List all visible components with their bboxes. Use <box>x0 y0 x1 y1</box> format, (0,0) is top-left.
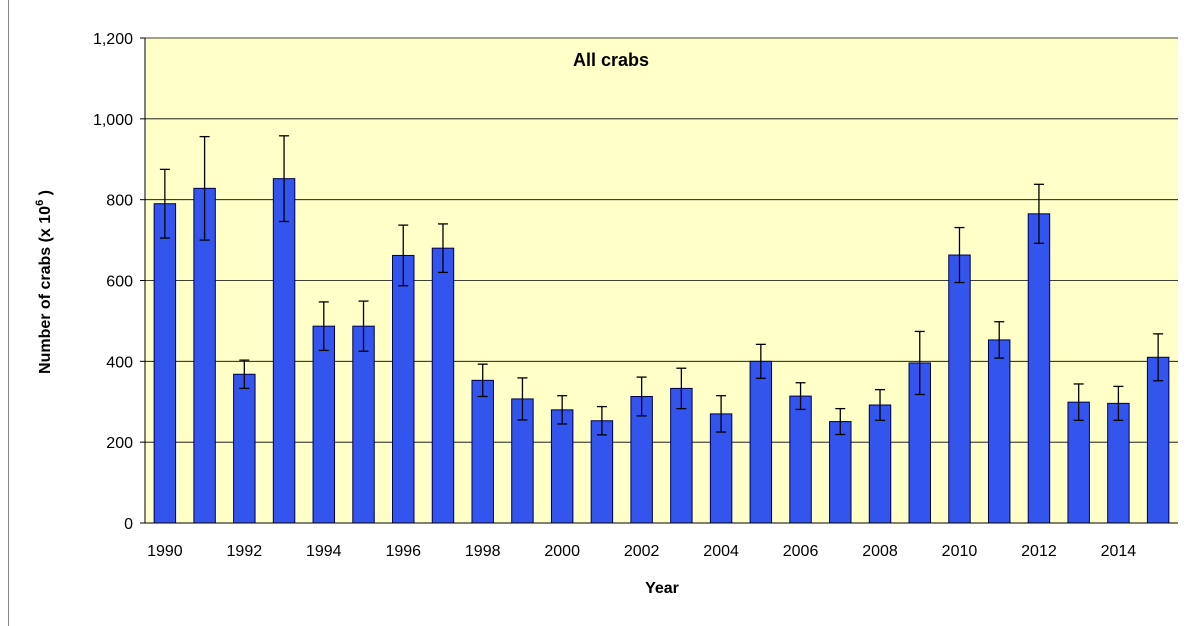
bar <box>272 178 296 524</box>
y-label-end: ) <box>37 190 54 200</box>
bar <box>431 247 455 524</box>
y-tick-label: 1,000 <box>93 112 133 129</box>
error-bar <box>596 405 607 436</box>
y-label-text: Number of crabs (x 10 <box>37 206 54 374</box>
bar <box>829 421 852 524</box>
x-axis-label: Year <box>645 580 679 597</box>
y-tick-label: 800 <box>106 193 133 210</box>
x-tick-label: 2010 <box>942 543 978 560</box>
error-bar <box>914 330 925 396</box>
y-tick-label: 400 <box>106 354 133 371</box>
error-bar <box>1153 333 1164 382</box>
bar <box>987 339 1011 524</box>
error-bar <box>437 223 448 274</box>
error-bar <box>239 359 250 390</box>
error-bar <box>636 376 647 417</box>
bar <box>550 409 574 524</box>
error-bar <box>159 168 170 239</box>
y-axis-label: Number of crabs (x 106 ) <box>34 190 54 374</box>
chart-title: All crabs <box>573 50 649 70</box>
bar <box>1107 402 1130 524</box>
bar <box>948 254 971 524</box>
error-bar <box>994 321 1005 359</box>
x-tick-label: 2014 <box>1101 543 1137 560</box>
error-bar <box>1033 183 1044 244</box>
y-tick-label: 200 <box>106 435 133 452</box>
x-tick-label: 1998 <box>465 543 501 560</box>
x-tick-label: 1994 <box>306 543 342 560</box>
x-tick-label: 2002 <box>624 543 660 560</box>
error-bar <box>676 367 687 410</box>
bar <box>1146 356 1170 524</box>
error-bar <box>1113 385 1124 421</box>
error-bar <box>398 224 409 287</box>
y-tick-label: 1,200 <box>93 31 133 48</box>
error-bar <box>755 343 766 379</box>
bar <box>312 325 336 524</box>
x-tick-label: 1996 <box>385 543 421 560</box>
error-bar <box>954 226 965 284</box>
x-tick-label: 1992 <box>227 543 263 560</box>
bar <box>352 325 375 524</box>
bar <box>471 379 494 524</box>
error-bar <box>795 382 806 411</box>
bar <box>1027 213 1051 524</box>
bar <box>233 373 256 524</box>
error-bar <box>716 395 727 433</box>
x-tick-label: 2004 <box>703 543 739 560</box>
bar <box>749 360 773 524</box>
error-bar <box>557 395 568 425</box>
error-bar <box>477 363 488 398</box>
bar <box>789 395 812 524</box>
bar <box>868 404 892 524</box>
x-tick-label: 2006 <box>783 543 819 560</box>
error-bar <box>517 377 528 421</box>
bar <box>392 254 415 524</box>
bar <box>153 203 177 524</box>
error-bar <box>199 135 210 241</box>
marks <box>153 135 1170 524</box>
error-bar <box>835 407 846 436</box>
bar <box>590 420 614 524</box>
x-tick-label: 1990 <box>147 543 183 560</box>
error-bar <box>358 300 369 352</box>
y-tick-label: 0 <box>124 516 133 533</box>
y-label-sup: 6 <box>34 200 46 206</box>
x-tick-label: 2000 <box>544 543 580 560</box>
x-tick-label: 2008 <box>862 543 898 560</box>
error-bar <box>1073 383 1084 421</box>
error-bar <box>875 388 886 421</box>
error-bar <box>279 135 290 223</box>
error-bar <box>318 301 329 352</box>
x-tick-label: 2012 <box>1021 543 1057 560</box>
y-tick-label: 600 <box>106 274 133 291</box>
